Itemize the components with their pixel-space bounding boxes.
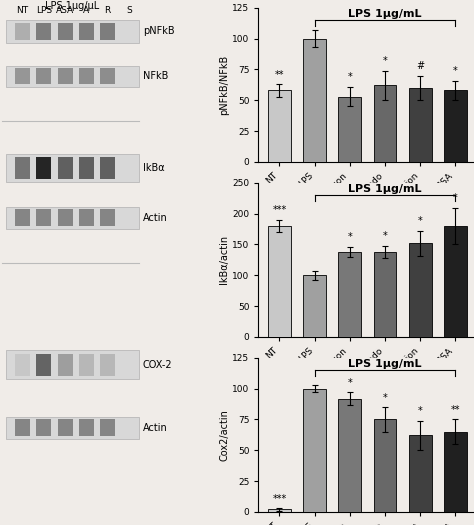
Text: Actin: Actin (143, 423, 168, 433)
Bar (268, 226, 291, 337)
Bar (79, 419, 94, 436)
Text: A: A (83, 6, 90, 15)
Bar (79, 354, 94, 376)
Bar (100, 157, 115, 179)
Bar (15, 419, 30, 436)
Bar (58, 209, 73, 226)
Bar (79, 68, 94, 84)
Bar (409, 88, 431, 162)
Bar (36, 209, 51, 226)
Bar (409, 243, 431, 337)
Bar (303, 39, 326, 162)
Y-axis label: IkBα/actin: IkBα/actin (219, 235, 229, 285)
Text: *: * (418, 406, 422, 416)
Text: *: * (453, 193, 457, 203)
Text: *: * (383, 56, 387, 66)
Text: #: # (416, 61, 424, 71)
Bar (444, 432, 467, 512)
Text: *: * (347, 72, 352, 82)
Bar (100, 23, 115, 40)
Text: **: ** (450, 405, 460, 415)
Text: IkBα: IkBα (143, 163, 164, 173)
Bar (268, 509, 291, 512)
Bar (444, 90, 467, 162)
Bar (100, 68, 115, 84)
Bar (15, 354, 30, 376)
Bar (6, 66, 138, 87)
Text: **: ** (274, 70, 284, 80)
Text: LPS 1μg/μL: LPS 1μg/μL (46, 1, 100, 11)
Bar (6, 417, 138, 439)
Bar (36, 419, 51, 436)
Bar (36, 157, 51, 179)
Bar (36, 23, 51, 40)
Bar (338, 97, 361, 162)
Bar (36, 354, 51, 376)
Text: Actin: Actin (143, 213, 168, 223)
Bar (58, 157, 73, 179)
Bar (100, 209, 115, 226)
Text: NT: NT (16, 6, 28, 15)
Bar (58, 23, 73, 40)
Text: ASA: ASA (56, 6, 74, 15)
Text: *: * (418, 216, 422, 226)
Bar (100, 419, 115, 436)
Bar (338, 252, 361, 337)
Bar (100, 354, 115, 376)
Bar (79, 157, 94, 179)
Bar (374, 419, 396, 512)
Text: LPS: LPS (36, 6, 52, 15)
Bar (409, 436, 431, 512)
Bar (15, 157, 30, 179)
Bar (444, 226, 467, 337)
Y-axis label: Cox2/actin: Cox2/actin (219, 409, 229, 461)
Text: ***: *** (272, 205, 287, 215)
Bar (58, 419, 73, 436)
Bar (36, 68, 51, 84)
Bar (79, 23, 94, 40)
Bar (268, 90, 291, 162)
Text: LPS 1μg/mL: LPS 1μg/mL (348, 359, 422, 369)
Bar (6, 207, 138, 229)
Bar (374, 86, 396, 162)
Bar (303, 388, 326, 512)
Bar (79, 209, 94, 226)
Bar (374, 252, 396, 337)
Text: *: * (347, 378, 352, 388)
Text: ***: *** (272, 494, 287, 503)
Y-axis label: pNFkB/NFkB: pNFkB/NFkB (219, 55, 229, 115)
Text: S: S (126, 6, 132, 15)
Text: *: * (383, 231, 387, 241)
Bar (6, 19, 138, 44)
Bar (303, 275, 326, 337)
Bar (15, 68, 30, 84)
Bar (58, 354, 73, 376)
Bar (58, 68, 73, 84)
Bar (338, 398, 361, 512)
Text: R: R (105, 6, 111, 15)
Text: NFkB: NFkB (143, 71, 168, 81)
Bar (6, 153, 138, 182)
Text: LPS 1μg/mL: LPS 1μg/mL (348, 8, 422, 19)
Text: pNFkB: pNFkB (143, 26, 174, 37)
Text: LPS 1μg/mL: LPS 1μg/mL (348, 184, 422, 194)
Bar (15, 209, 30, 226)
Text: *: * (347, 233, 352, 243)
Text: COX-2: COX-2 (143, 360, 173, 370)
Bar (15, 23, 30, 40)
Text: *: * (453, 66, 457, 76)
Text: *: * (383, 393, 387, 403)
Bar (6, 351, 138, 379)
